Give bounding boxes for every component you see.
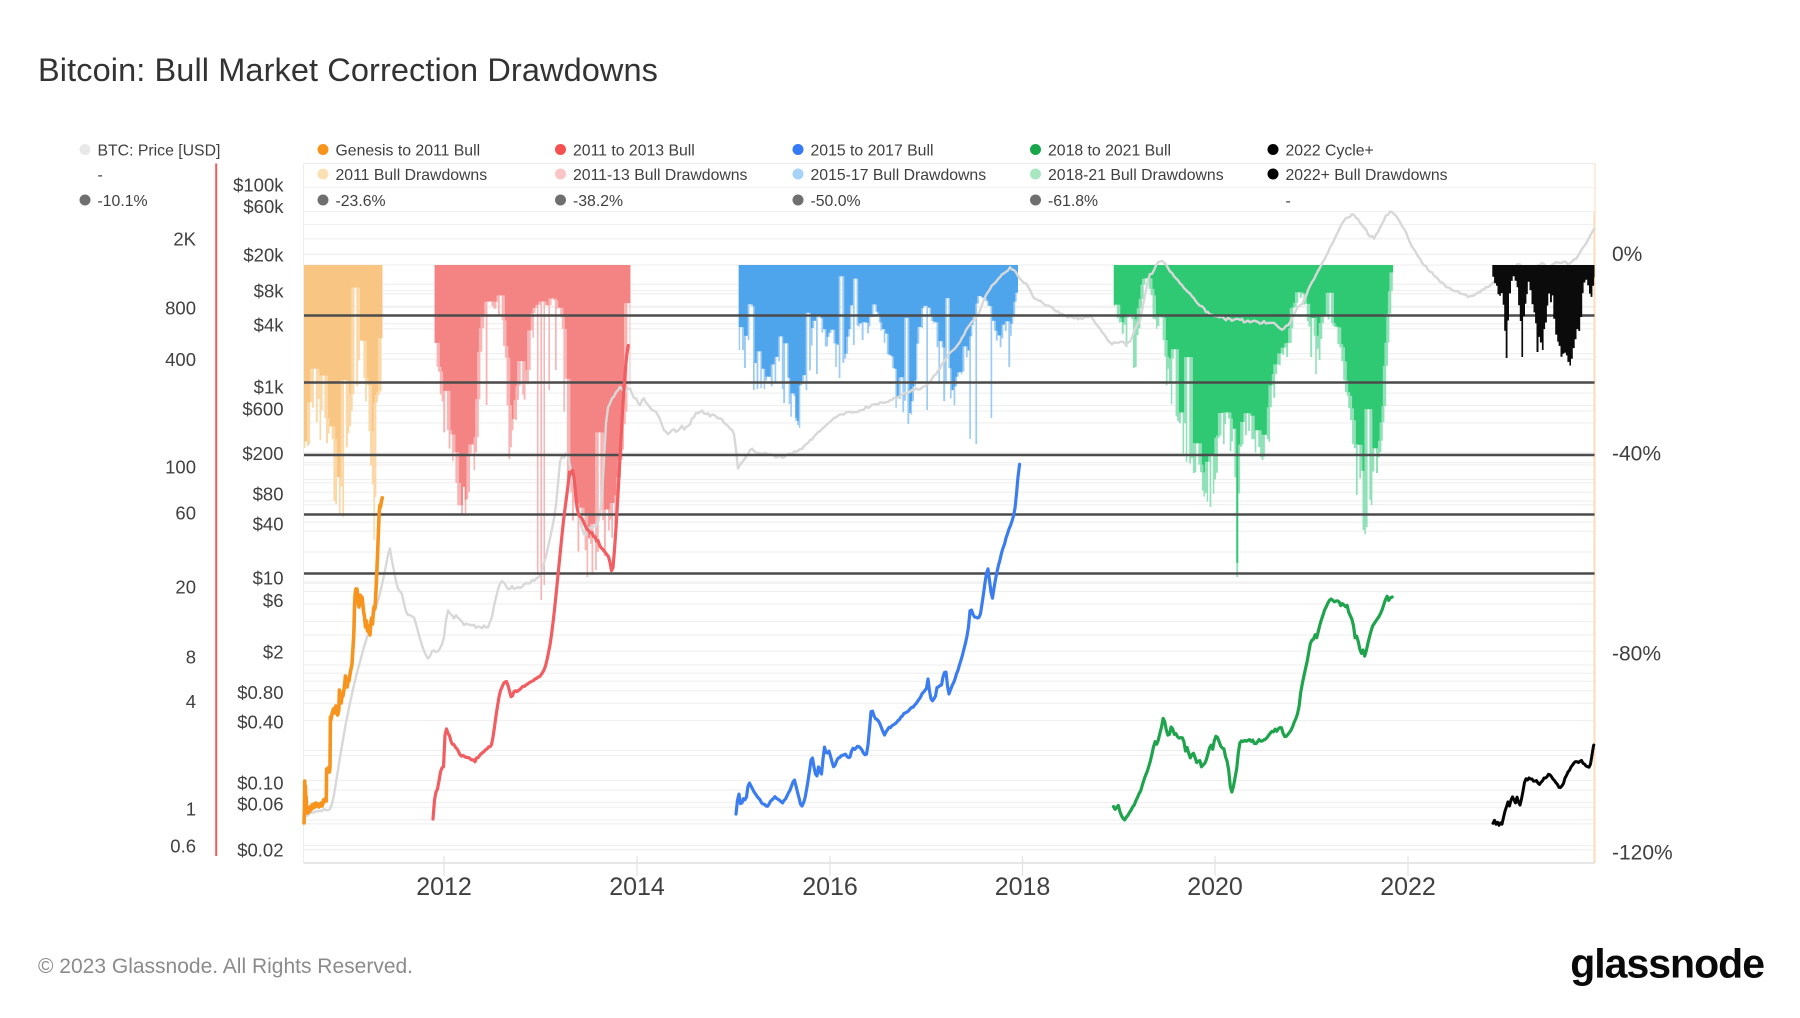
svg-text:8: 8 <box>186 646 196 667</box>
svg-text:$60k: $60k <box>243 196 284 217</box>
svg-text:1: 1 <box>186 798 196 819</box>
svg-text:-10.1%: -10.1% <box>98 193 148 210</box>
svg-text:2K: 2K <box>173 228 196 249</box>
svg-text:BTC: Price [USD]: BTC: Price [USD] <box>98 142 221 159</box>
svg-text:$100k: $100k <box>233 174 284 195</box>
svg-text:2014: 2014 <box>609 873 665 901</box>
svg-text:2016: 2016 <box>802 873 858 901</box>
svg-text:-50.0%: -50.0% <box>811 193 861 210</box>
svg-text:$600: $600 <box>242 398 283 419</box>
svg-text:Bitcoin: Bull Market Correctio: Bitcoin: Bull Market Correction Drawdown… <box>38 52 658 88</box>
svg-text:400: 400 <box>165 349 196 370</box>
svg-text:$0.10: $0.10 <box>237 772 283 793</box>
svg-text:$0.80: $0.80 <box>237 682 283 703</box>
svg-text:$8k: $8k <box>254 280 285 301</box>
svg-text:$2: $2 <box>263 641 284 662</box>
svg-text:$1k: $1k <box>254 376 285 397</box>
svg-text:2018 to 2021 Bull: 2018 to 2021 Bull <box>1048 142 1171 159</box>
svg-text:-38.2%: -38.2% <box>573 193 623 210</box>
svg-text:glassnode: glassnode <box>1570 941 1764 987</box>
svg-text:-23.6%: -23.6% <box>336 193 386 210</box>
svg-text:0.6: 0.6 <box>170 835 196 856</box>
svg-text:2012: 2012 <box>416 873 472 901</box>
svg-text:2015-17 Bull Drawdowns: 2015-17 Bull Drawdowns <box>811 167 987 184</box>
svg-text:2011 Bull Drawdowns: 2011 Bull Drawdowns <box>336 167 488 184</box>
svg-text:100: 100 <box>165 456 196 477</box>
svg-text:Genesis to 2011 Bull: Genesis to 2011 Bull <box>336 142 481 159</box>
svg-text:4: 4 <box>186 691 196 712</box>
svg-text:2011 to 2013 Bull: 2011 to 2013 Bull <box>573 142 695 159</box>
svg-text:2020: 2020 <box>1187 873 1243 901</box>
svg-text:$200: $200 <box>242 443 283 464</box>
svg-text:2011-13 Bull Drawdowns: 2011-13 Bull Drawdowns <box>573 167 748 184</box>
svg-text:2015 to 2017 Bull: 2015 to 2017 Bull <box>811 142 934 159</box>
svg-text:-61.8%: -61.8% <box>1048 193 1098 210</box>
svg-text:20: 20 <box>175 576 196 597</box>
svg-text:2018-21 Bull Drawdowns: 2018-21 Bull Drawdowns <box>1048 167 1224 184</box>
svg-text:2018: 2018 <box>995 873 1051 901</box>
svg-text:-120%: -120% <box>1612 842 1673 865</box>
svg-text:800: 800 <box>165 297 196 318</box>
svg-text:2022 Cycle+: 2022 Cycle+ <box>1286 142 1374 159</box>
svg-text:$20k: $20k <box>243 244 284 265</box>
svg-text:$0.02: $0.02 <box>237 839 283 860</box>
svg-text:$0.06: $0.06 <box>237 793 283 814</box>
svg-text:2022+ Bull Drawdowns: 2022+ Bull Drawdowns <box>1286 167 1448 184</box>
svg-text:$10: $10 <box>253 567 284 588</box>
svg-text:$6: $6 <box>263 590 284 611</box>
svg-text:-: - <box>1286 193 1291 210</box>
svg-text:© 2023 Glassnode. All Rights R: © 2023 Glassnode. All Rights Reserved. <box>38 955 413 978</box>
svg-text:-40%: -40% <box>1612 443 1661 466</box>
svg-text:-80%: -80% <box>1612 643 1661 666</box>
svg-text:-: - <box>98 167 103 184</box>
svg-text:0%: 0% <box>1612 243 1642 266</box>
svg-text:$4k: $4k <box>254 314 285 335</box>
svg-text:$40: $40 <box>253 513 284 534</box>
svg-text:$80: $80 <box>253 483 284 504</box>
svg-text:$0.40: $0.40 <box>237 711 283 732</box>
svg-text:60: 60 <box>175 502 196 523</box>
svg-text:2022: 2022 <box>1380 873 1436 901</box>
